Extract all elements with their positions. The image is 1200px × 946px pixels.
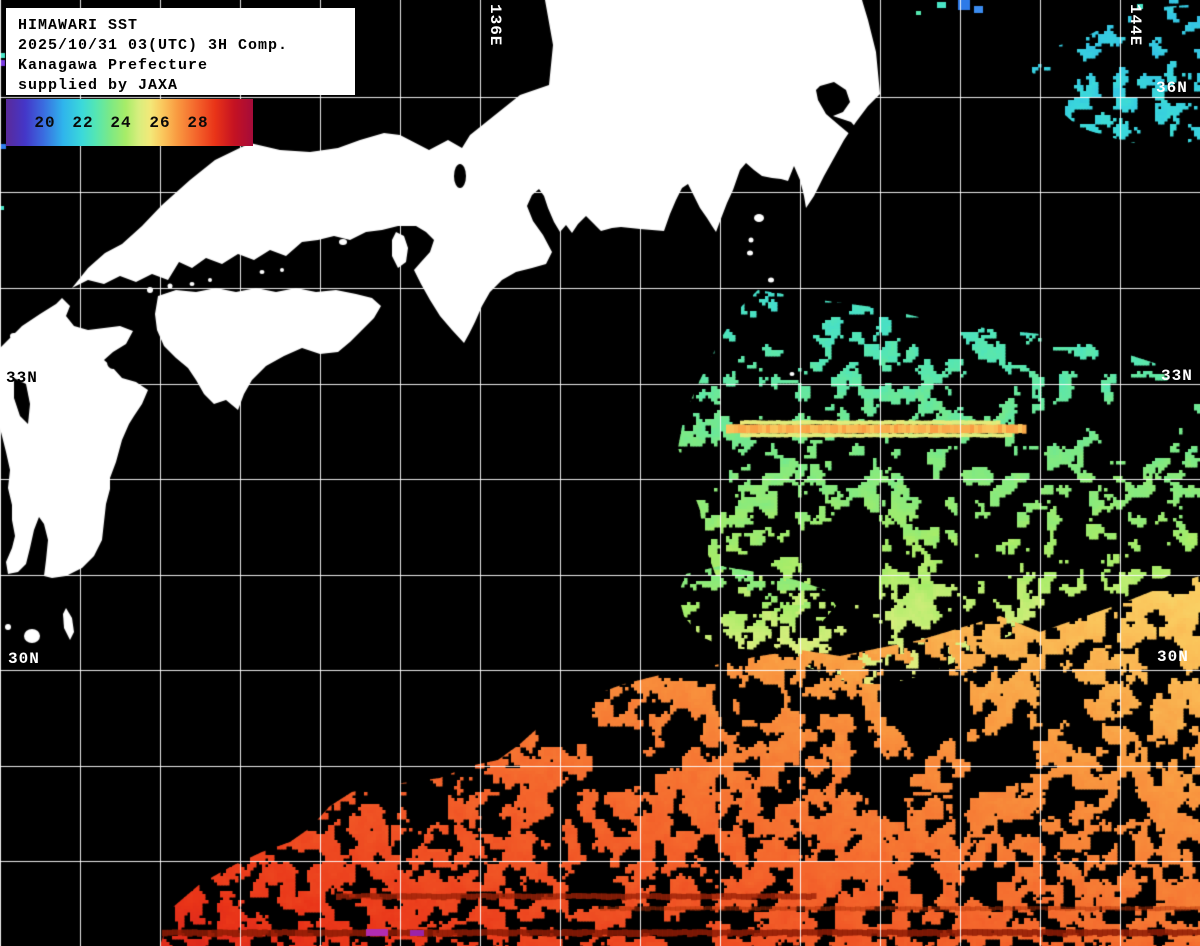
title-box: HIMAWARI SST 2025/10/31 03(UTC) 3H Comp.… [6,8,355,95]
grid-label-30n: 30N [8,650,40,668]
colorbar-tick-22: 22 [72,113,94,132]
grid-label-30n: 30N [1157,648,1189,666]
title-line-product: HIMAWARI SST [18,17,139,34]
colorbar-gradient [6,99,253,146]
colorbar-tick-24: 24 [110,113,132,132]
temperature-colorbar: 20 22 24 26 28 [6,99,253,146]
grid-label-36n: 36N [1156,79,1188,97]
colorbar-tick-26: 26 [149,113,171,132]
title-line-prefecture: Kanagawa Prefecture [18,57,209,74]
title-line-datetime: 2025/10/31 03(UTC) 3H Comp. [18,37,289,54]
colorbar-tick-28: 28 [187,113,209,132]
grid-label-144e: 144E [1126,4,1144,47]
title-line-supplier: supplied by JAXA [18,77,179,94]
grid-label-33n: 33N [6,369,38,387]
colorbar-tick-20: 20 [34,113,56,132]
grid-label-33n: 33N [1161,367,1193,385]
grid-label-136e: 136E [486,4,504,47]
